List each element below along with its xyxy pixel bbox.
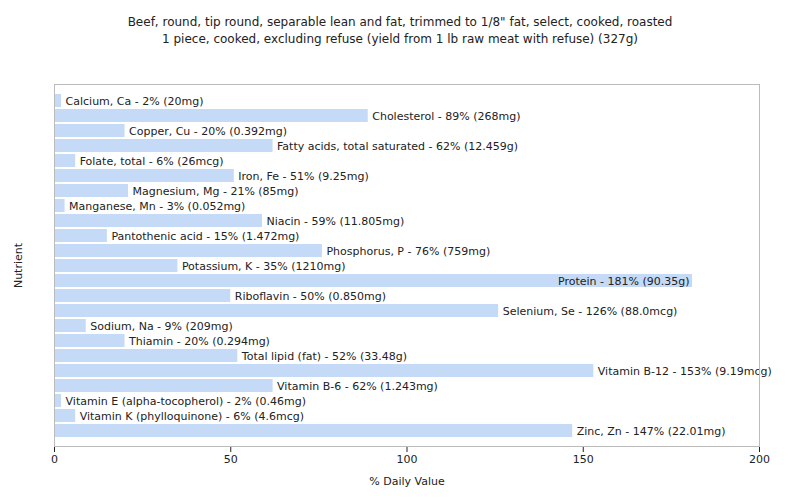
svg-text:Protein - 181% (90.35g): Protein - 181% (90.35g) [558,275,690,288]
svg-text:200: 200 [749,453,770,466]
svg-text:Vitamin B-6 - 62% (1.243mg): Vitamin B-6 - 62% (1.243mg) [277,380,438,393]
svg-text:Vitamin E (alpha-tocopherol) -: Vitamin E (alpha-tocopherol) - 2% (0.46m… [66,395,306,408]
svg-text:Niacin - 59% (11.805mg): Niacin - 59% (11.805mg) [266,215,404,228]
svg-text:Sodium, Na - 9% (209mg): Sodium, Na - 9% (209mg) [90,320,233,333]
svg-text:100: 100 [397,453,418,466]
svg-text:150: 150 [573,453,594,466]
svg-text:% Daily Value: % Daily Value [369,475,445,488]
svg-text:Cholesterol - 89% (268mg): Cholesterol - 89% (268mg) [372,110,520,123]
svg-text:Phosphorus, P - 76% (759mg): Phosphorus, P - 76% (759mg) [326,245,490,258]
svg-text:Vitamin K (phylloquinone) - 6%: Vitamin K (phylloquinone) - 6% (4.6mcg) [80,410,304,423]
svg-text:Vitamin B-12 - 153% (9.19mcg): Vitamin B-12 - 153% (9.19mcg) [598,365,772,378]
svg-text:Selenium, Se - 126% (88.0mcg): Selenium, Se - 126% (88.0mcg) [503,305,678,318]
svg-text:Thiamin - 20% (0.294mg): Thiamin - 20% (0.294mg) [128,335,270,348]
svg-text:Potassium, K - 35% (1210mg): Potassium, K - 35% (1210mg) [182,260,346,273]
svg-text:50: 50 [224,453,238,466]
html-text:1 piece, cooked, excluding ref: 1 piece, cooked, excluding refuse (yield… [162,32,638,46]
html-text:Beef, round, tip round, separa: Beef, round, tip round, separable lean a… [127,15,673,29]
svg-text:Nutrient: Nutrient [12,242,25,288]
svg-text:Copper, Cu - 20% (0.392mg): Copper, Cu - 20% (0.392mg) [129,125,287,138]
svg-text:Iron, Fe - 51% (9.25mg): Iron, Fe - 51% (9.25mg) [238,170,368,183]
svg-text:Riboflavin - 50% (0.850mg): Riboflavin - 50% (0.850mg) [235,290,386,303]
svg-text:Magnesium, Mg - 21% (85mg): Magnesium, Mg - 21% (85mg) [133,185,299,198]
svg-text:Zinc, Zn - 147% (22.01mg): Zinc, Zn - 147% (22.01mg) [577,425,726,438]
svg-text:Fatty acids, total saturated -: Fatty acids, total saturated - 62% (12.4… [277,140,518,153]
svg-text:Total lipid (fat) - 52% (33.48: Total lipid (fat) - 52% (33.48g) [241,350,407,363]
svg-text:Calcium, Ca - 2% (20mg): Calcium, Ca - 2% (20mg) [66,95,204,108]
svg-text:0: 0 [51,453,58,466]
svg-text:Pantothenic acid - 15% (1.472m: Pantothenic acid - 15% (1.472mg) [111,230,299,243]
svg-text:Folate, total - 6% (26mcg): Folate, total - 6% (26mcg) [80,155,224,168]
svg-text:Manganese, Mn - 3% (0.052mg): Manganese, Mn - 3% (0.052mg) [69,200,245,213]
